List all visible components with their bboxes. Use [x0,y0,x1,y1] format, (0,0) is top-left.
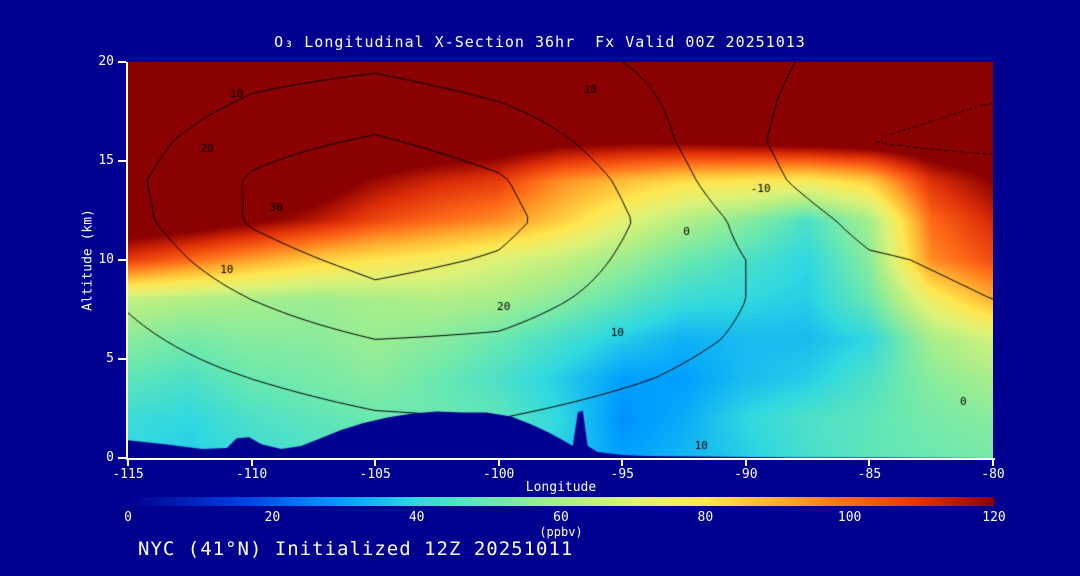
colorbar-gradient [128,497,994,506]
x-tick-label: -115 [112,467,144,482]
y-tick-mark [118,61,126,63]
x-tick-mark [374,460,377,466]
y-tick-label: 5 [106,351,114,366]
colorbar-tick-label: 60 [553,510,569,525]
chart-title: O₃ Longitudinal X-Section 36hr Fx Valid … [274,33,806,51]
y-tick-label: 20 [98,54,114,69]
x-tick-label: -90 [734,467,758,482]
x-tick-label: -110 [235,467,268,482]
colorbar-tick-label: 0 [124,510,132,525]
x-tick-label: -85 [857,467,882,482]
x-tick-label: -80 [981,467,1005,482]
y-tick-mark [118,457,126,459]
x-tick-mark [992,460,994,466]
colorbar-tick-label: 100 [837,510,862,525]
colorbar-tick-label: 40 [408,510,425,525]
y-tick-label: 0 [106,450,114,465]
colorbar-units-label: (ppbv) [539,525,583,539]
x-tick-label: -100 [483,467,515,482]
colorbar-tick-label: 80 [697,510,714,525]
x-axis-label: Longitude [525,480,597,495]
x-tick-mark [621,460,624,466]
x-tick-mark [497,460,500,466]
y-tick-mark [118,160,126,162]
run-info-text: NYC (41°N) Initialized 12Z 20251011 [138,538,574,560]
x-tick-label: -105 [359,467,391,482]
x-tick-mark [744,460,747,466]
y-tick-label: 10 [98,252,114,267]
colorbar-tick-label: 20 [264,510,281,525]
x-tick-mark [250,460,253,466]
y-tick-mark [118,358,126,360]
x-tick-label: -95 [610,467,635,482]
y-tick-label: 15 [98,153,114,168]
y-tick-mark [118,259,126,261]
x-tick-mark [127,460,129,466]
contour-plot [128,62,993,458]
x-tick-mark [868,460,871,466]
colorbar-tick-label: 120 [982,510,1006,525]
